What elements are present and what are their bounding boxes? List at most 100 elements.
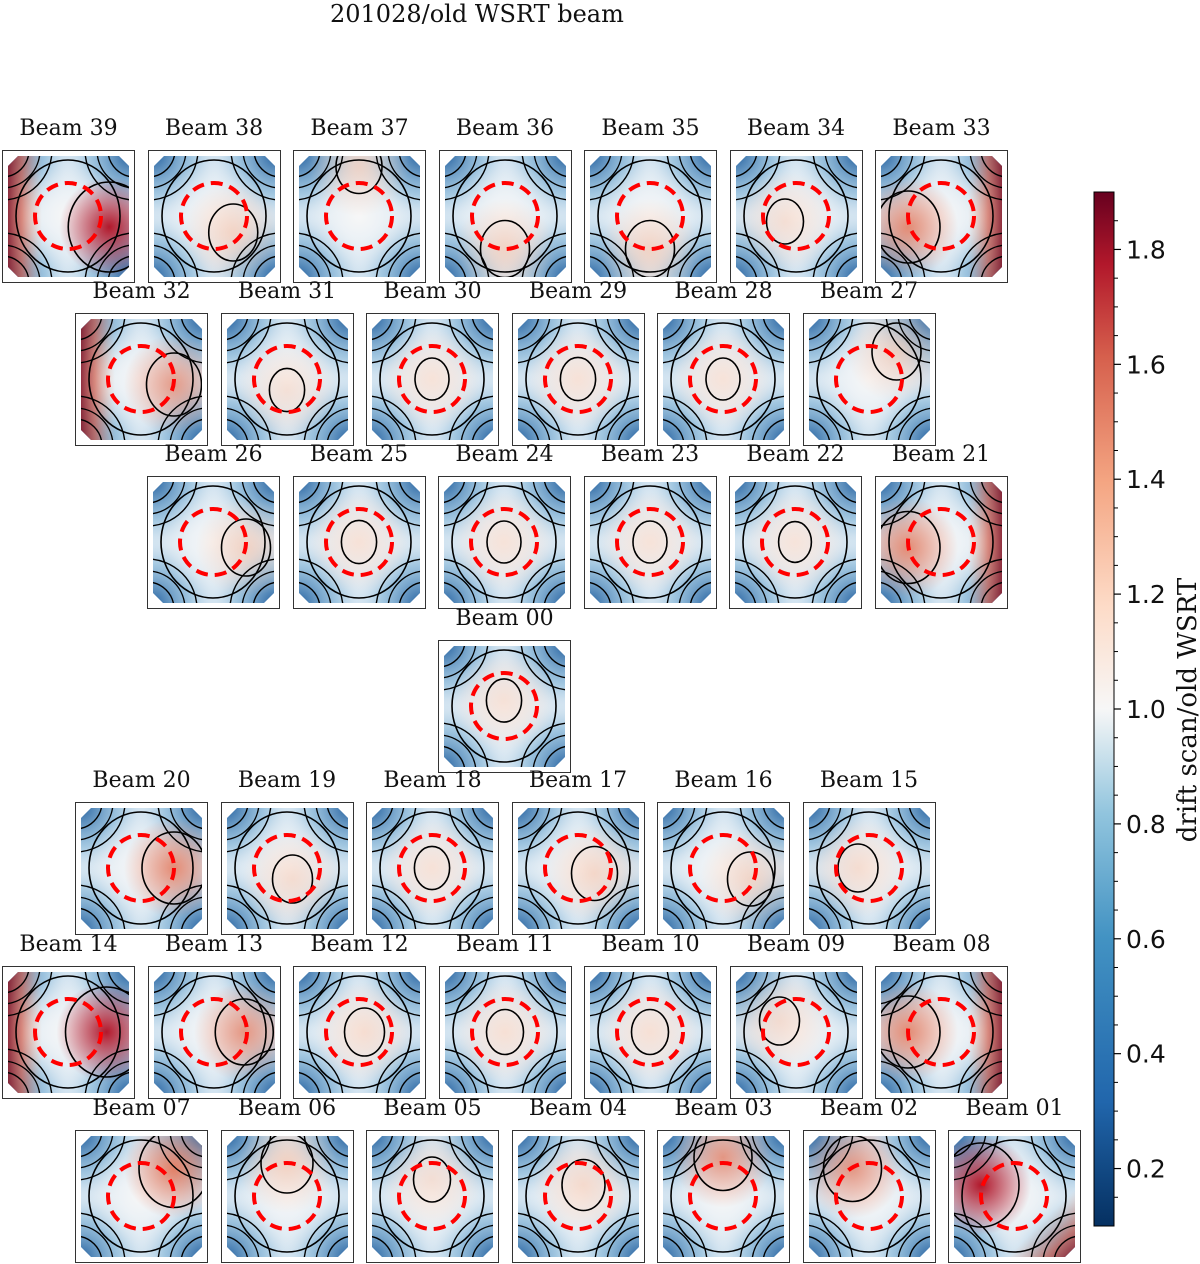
panel-frame [729,150,863,283]
contour-line [414,357,450,401]
beam-title: Beam 37 [310,116,409,141]
reference-beam-circle [397,1161,467,1231]
contour-line [207,203,259,262]
panel-frame [438,640,571,773]
reference-beam-circle [542,344,613,414]
high-region [444,646,565,767]
contour-line [880,510,941,585]
beam-title: Beam 00 [455,606,554,631]
beam-title: Beam 20 [92,768,191,793]
reference-beam-circle [906,997,976,1067]
reference-beam-circle [324,997,394,1067]
reference-beam-circle [469,671,539,741]
contour-line [524,1139,631,1253]
beam-title: Beam 36 [455,116,555,141]
reference-beam-circle [760,181,831,251]
reference-beam-circle [760,507,830,577]
reference-beam-circle [397,344,467,414]
colorbar-tick-label: 1.0 [1126,695,1166,724]
panel-frame [948,1130,1081,1263]
panel-frame [802,802,936,935]
beam-title: Beam 07 [92,1096,191,1121]
beam-panel-04 [511,1130,645,1263]
beam-title: Beam 33 [892,116,991,141]
contour-line [451,485,557,599]
contour-line [379,1139,485,1253]
beam-panel-26 [147,476,280,609]
reference-beam-circle [251,1161,322,1231]
colorbar-tick-label: 1.4 [1126,465,1166,494]
beam-title: Beam 22 [746,442,845,467]
contour-line [305,485,412,599]
reference-beam-circle [324,181,394,251]
high-region [153,482,274,603]
panel-frame [75,802,208,935]
contour-line [233,1139,340,1253]
edge-high-region [880,482,1002,603]
panel-frame [220,313,354,446]
beam-panel-08 [875,966,1008,1099]
high-region [590,972,711,1093]
beam-title: Beam 27 [819,279,919,304]
contour-line [268,367,305,413]
reference-beam-circle [33,181,103,251]
colorbar-tick-label: 0.2 [1126,1155,1166,1184]
reference-beam-circle [615,181,685,251]
reference-beam-circle [178,181,249,251]
beam-panel-37 [293,150,426,283]
contour-line [479,219,530,277]
beam-panel-12 [293,966,426,1099]
beam-panel-16 [657,802,790,935]
high-region [81,1136,202,1257]
panel-frame [584,966,717,1099]
panel-frame [729,966,863,1099]
beam-panel-24 [438,476,571,609]
high-region [444,482,565,603]
beam-panel-36 [438,150,572,283]
beam-title: Beam 05 [383,1096,482,1121]
beam-title: Beam 38 [164,116,264,141]
reference-beam-circle [106,344,176,414]
contour-line [160,975,267,1089]
beam-title: Beam 21 [891,442,991,467]
high-region [226,808,348,929]
panel-frame [2,150,135,283]
high-region [299,156,420,277]
reference-beam-circle [469,181,540,251]
contour-line [340,519,377,565]
beam-panel-21 [874,476,1008,609]
beam-title: Beam 26 [164,442,263,467]
beam-panel-07 [75,1130,208,1263]
contour-line [693,1136,753,1192]
contour-line [88,322,194,436]
contour-line [306,975,412,1089]
contour-line [888,159,994,273]
contour-line [742,485,848,599]
beam-panel-29 [511,313,645,446]
reference-beam-circle [979,1161,1049,1231]
contour-line [145,352,202,417]
reference-beam-circle [251,833,322,903]
panel-frame [2,966,135,1099]
beam-title: Beam 04 [528,1096,628,1121]
beam-panel-17 [511,802,645,935]
contour-line [570,845,618,902]
panel-frame [657,802,790,935]
panel-frame [584,150,717,283]
contour-line [233,322,340,436]
beam-title: Beam 09 [746,932,846,957]
contour-line [271,854,313,904]
reference-beam-circle [688,344,758,414]
reference-beam-circle [542,833,613,903]
reference-beam-circle [688,833,758,903]
contour-line [379,322,485,436]
high-region [589,482,711,603]
beam-title: Beam 08 [892,932,991,957]
reference-beam-circle [178,997,249,1067]
panel-frame [511,802,645,935]
contour-line [815,811,922,925]
beam-panel-32 [75,313,208,446]
colorbar-label: drift scan/old WSRT [1173,577,1200,843]
colorbar-tick-label: 1.6 [1126,350,1166,379]
beam-panel-38 [147,150,281,283]
